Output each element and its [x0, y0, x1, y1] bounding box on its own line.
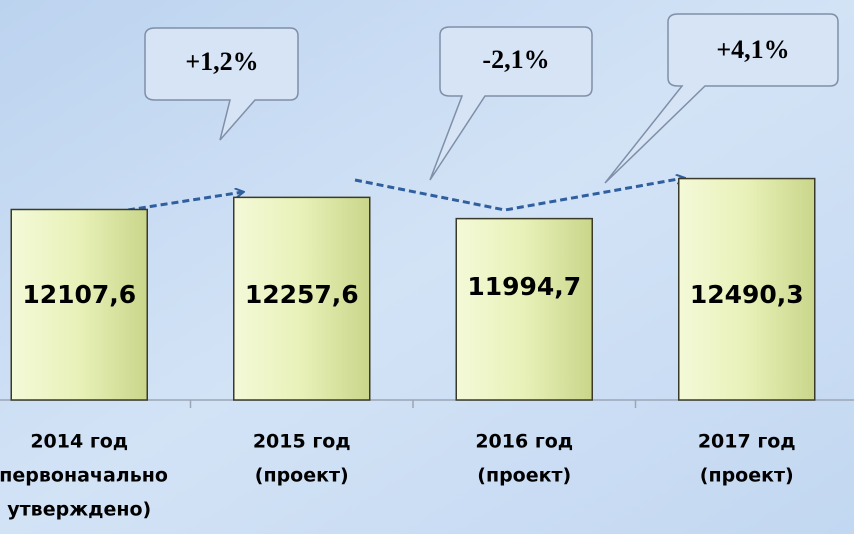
- x-tick-label: 2014 год: [30, 431, 128, 453]
- x-tick-label: (проект): [477, 465, 571, 487]
- bar: [233, 196, 371, 401]
- trend-arrow: [354, 178, 684, 212]
- x-tick-label: (первоначально: [0, 465, 168, 487]
- bar: [455, 217, 593, 401]
- callout: [429, 26, 593, 181]
- x-tick-label: 2017 год: [698, 431, 796, 453]
- trend-arrows: [127, 178, 684, 212]
- bar: [678, 177, 816, 401]
- x-tick-label: (проект): [255, 465, 349, 487]
- annotation: +4,1%: [716, 35, 789, 64]
- callout: [144, 27, 299, 141]
- annotation: -2,1%: [482, 45, 549, 74]
- value-label: 12490,3: [690, 280, 804, 309]
- value-label: 12107,6: [22, 280, 136, 309]
- x-tick-label: 2016 год: [475, 431, 573, 453]
- bar: [10, 208, 148, 401]
- value-label: 11994,7: [467, 272, 581, 301]
- x-tick-label: 2015 год: [253, 431, 351, 453]
- trend-arrow: [127, 192, 243, 212]
- callout: [604, 13, 839, 184]
- value-label: 12257,6: [245, 280, 359, 309]
- x-tick-label: утверждено): [7, 499, 151, 521]
- x-tick-label: (проект): [700, 465, 794, 487]
- annotation: +1,2%: [185, 47, 258, 76]
- callouts: [144, 13, 839, 184]
